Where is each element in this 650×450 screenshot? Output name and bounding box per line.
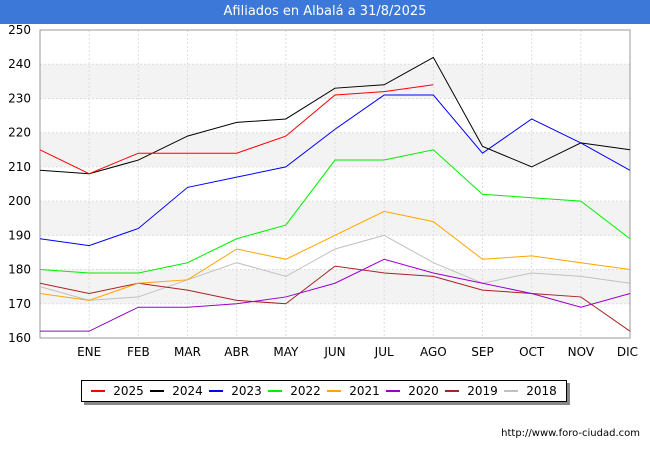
x-tick-labels: ENE FEB MAR ABR MAY JUN JUL AGO SEP OCT NOV DIC	[77, 345, 638, 359]
x-tick-label: ABR	[224, 345, 249, 359]
x-tick-label: MAR	[174, 345, 201, 359]
x-tick-label: ENE	[77, 345, 101, 359]
legend-swatch	[504, 390, 519, 392]
series-lines	[39, 56, 631, 332]
legend-swatch	[268, 390, 283, 392]
series-line-2023	[39, 94, 631, 247]
y-tick-label: 190	[8, 228, 31, 242]
series-line-2020	[40, 258, 631, 332]
x-tick-label: SEP	[471, 345, 493, 359]
legend-label: 2022	[290, 384, 321, 398]
legend-item-2023: 2023	[209, 384, 262, 398]
legend-swatch	[327, 390, 342, 392]
y-tick-label: 180	[8, 263, 31, 277]
series-line-2024	[39, 56, 631, 175]
legend-swatch	[150, 390, 165, 392]
legend-item-2018: 2018	[504, 384, 557, 398]
series-line-2021	[39, 210, 631, 301]
legend-item-2021: 2021	[327, 384, 380, 398]
legend-item-2024: 2024	[150, 384, 203, 398]
y-tick-label: 230	[8, 91, 31, 105]
x-tick-label: DIC	[617, 345, 638, 359]
y-tick-label: 200	[8, 194, 31, 208]
legend-label: 2021	[349, 384, 380, 398]
legend-swatch	[386, 390, 401, 392]
plot-frame	[39, 29, 631, 339]
y-tick-label: 220	[8, 126, 31, 140]
y-tick-labels: 160 170 180 190 200 210 220 230 240 250	[8, 23, 31, 345]
y-tick-label: 170	[8, 297, 31, 311]
y-tick-label: 210	[8, 160, 31, 174]
legend-label: 2018	[526, 384, 557, 398]
legend-item-2022: 2022	[268, 384, 321, 398]
plot-band	[40, 303, 630, 338]
series-line-2022	[39, 149, 631, 274]
legend-label: 2024	[172, 384, 203, 398]
y-tick-label: 250	[8, 23, 31, 37]
legend-swatch	[445, 390, 460, 392]
legend-item-2020: 2020	[386, 384, 439, 398]
legend-label: 2019	[467, 384, 498, 398]
x-tick-label: NOV	[568, 345, 595, 359]
x-tick-label: AGO	[420, 345, 447, 359]
plot-band	[40, 64, 630, 99]
legend-swatch	[209, 390, 224, 392]
series-line-2018	[39, 234, 631, 301]
y-tick-label: 240	[8, 57, 31, 71]
x-tick-label: FEB	[127, 345, 150, 359]
chart-title: Afiliados en Albalá a 31/8/2025	[0, 0, 650, 24]
x-tick-label: OCT	[519, 345, 545, 359]
plot-band	[40, 235, 630, 270]
legend-label: 2025	[113, 384, 144, 398]
legend-label: 2023	[231, 384, 262, 398]
legend-label: 2020	[408, 384, 439, 398]
x-tick-label: MAY	[273, 345, 299, 359]
legend-swatch	[91, 390, 106, 392]
y-tick-label: 160	[8, 331, 31, 345]
series-line-2025	[39, 84, 434, 175]
legend-item-2019: 2019	[445, 384, 498, 398]
legend: 2025 2024 2023 2022 2021 2020 2019 2018	[81, 380, 567, 402]
x-tick-label: JUL	[374, 345, 394, 359]
source-url[interactable]: http://www.foro-ciudad.com	[501, 428, 640, 439]
legend-item-2025: 2025	[91, 384, 144, 398]
x-tick-label: JUN	[323, 345, 345, 359]
